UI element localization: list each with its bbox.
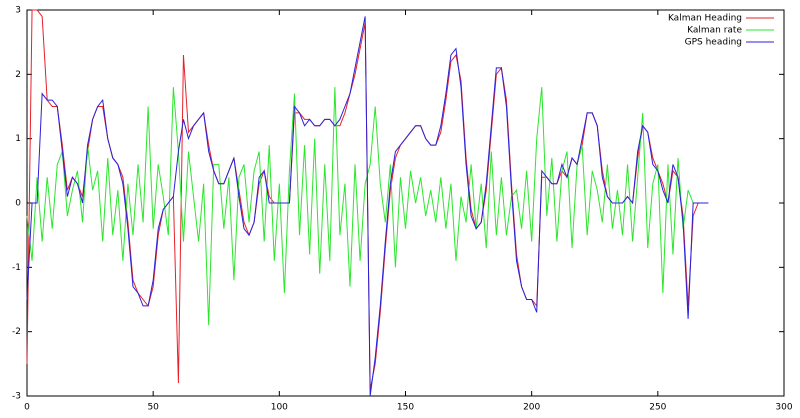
x-tick-label: 50 bbox=[147, 403, 159, 413]
legend-label: Kalman Heading bbox=[668, 14, 742, 24]
y-tick-label: 3 bbox=[15, 6, 21, 16]
x-tick-label: 150 bbox=[397, 403, 414, 413]
y-tick-label: -1 bbox=[12, 263, 21, 273]
legend-label: GPS heading bbox=[685, 38, 742, 48]
y-tick-label: -3 bbox=[12, 392, 21, 402]
legend-label: Kalman rate bbox=[687, 26, 742, 36]
x-tick-label: 100 bbox=[271, 403, 288, 413]
x-tick-label: 300 bbox=[775, 403, 792, 413]
series-line bbox=[26, 16, 709, 397]
x-tick-label: 200 bbox=[523, 403, 540, 413]
y-tick-label: 0 bbox=[15, 199, 21, 209]
y-tick-label: 2 bbox=[15, 70, 21, 80]
x-tick-label: 250 bbox=[649, 403, 666, 413]
x-tick-label: 0 bbox=[24, 403, 30, 413]
y-tick-label: -2 bbox=[12, 327, 21, 337]
y-tick-label: 1 bbox=[15, 134, 21, 144]
